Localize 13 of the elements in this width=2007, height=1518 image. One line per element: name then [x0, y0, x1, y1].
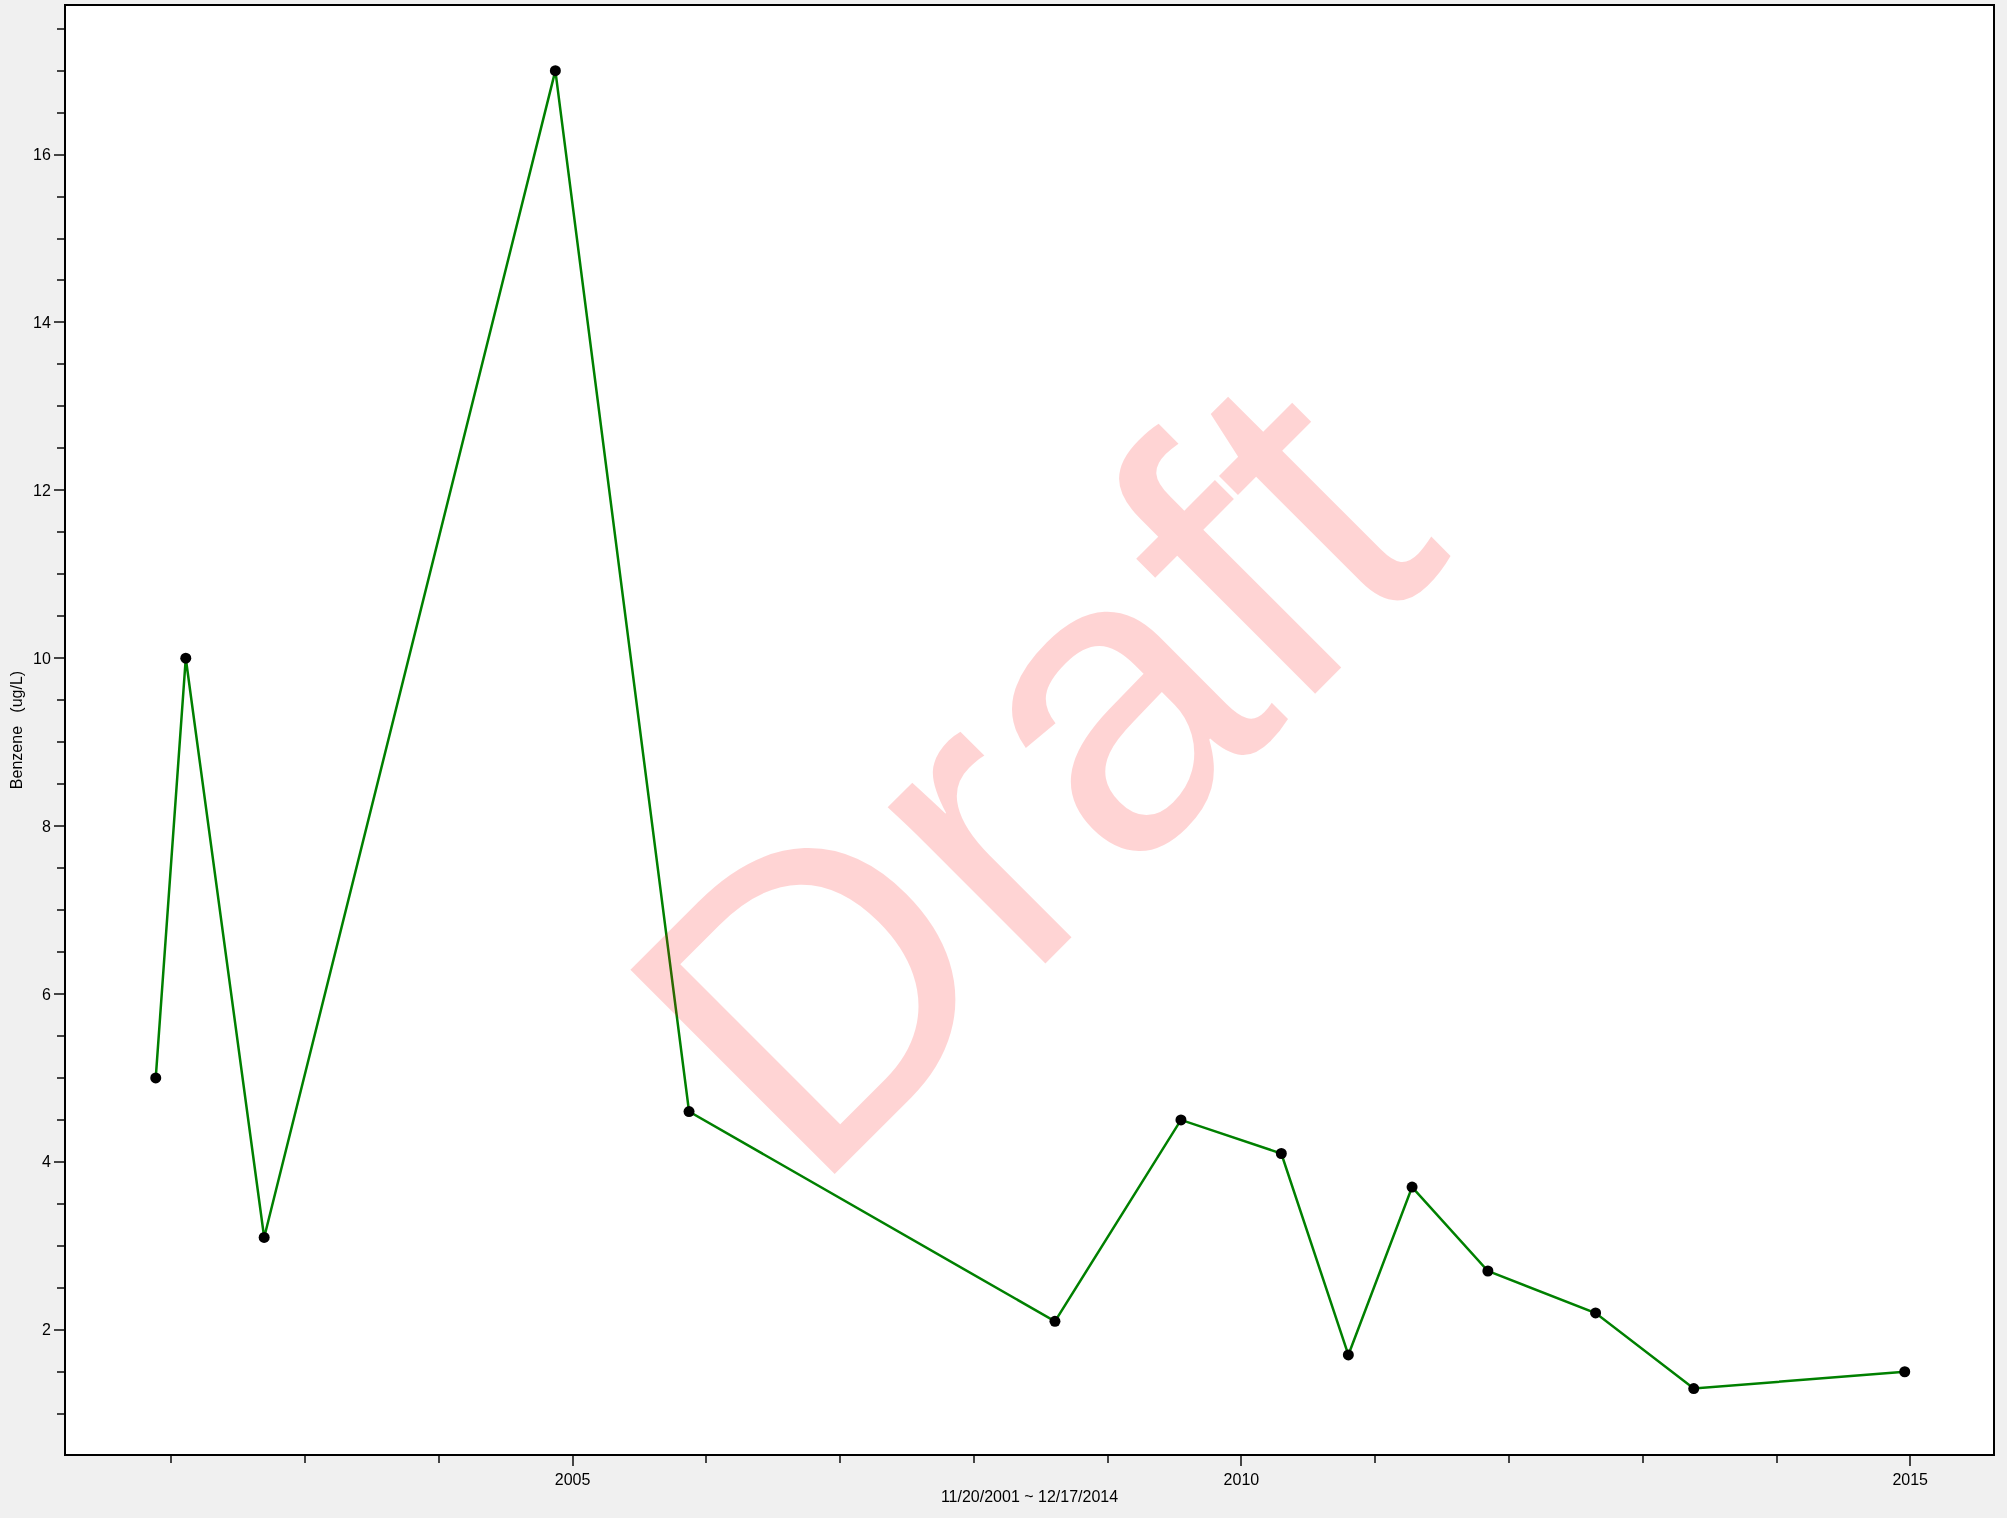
y-tick-label: 4 [41, 1153, 51, 1171]
x-axis-title: 11/20/2001 ~ 12/17/2014 [940, 1488, 1119, 1506]
x-tick-label: 2005 [554, 1471, 591, 1489]
y-tick-label: 16 [33, 146, 51, 164]
y-tick-label: 2 [41, 1321, 51, 1339]
x-tick-label: 2010 [1223, 1471, 1260, 1489]
y-axis-title: Benzene (ug/L) [8, 670, 26, 790]
y-tick-label: 8 [41, 817, 51, 835]
x-tick-label: 2015 [1892, 1471, 1929, 1489]
y-tick-label: 6 [41, 985, 51, 1003]
y-tick-label: 14 [33, 314, 51, 332]
y-tick-label: 10 [33, 649, 51, 667]
y-tick-label: 12 [33, 481, 51, 499]
